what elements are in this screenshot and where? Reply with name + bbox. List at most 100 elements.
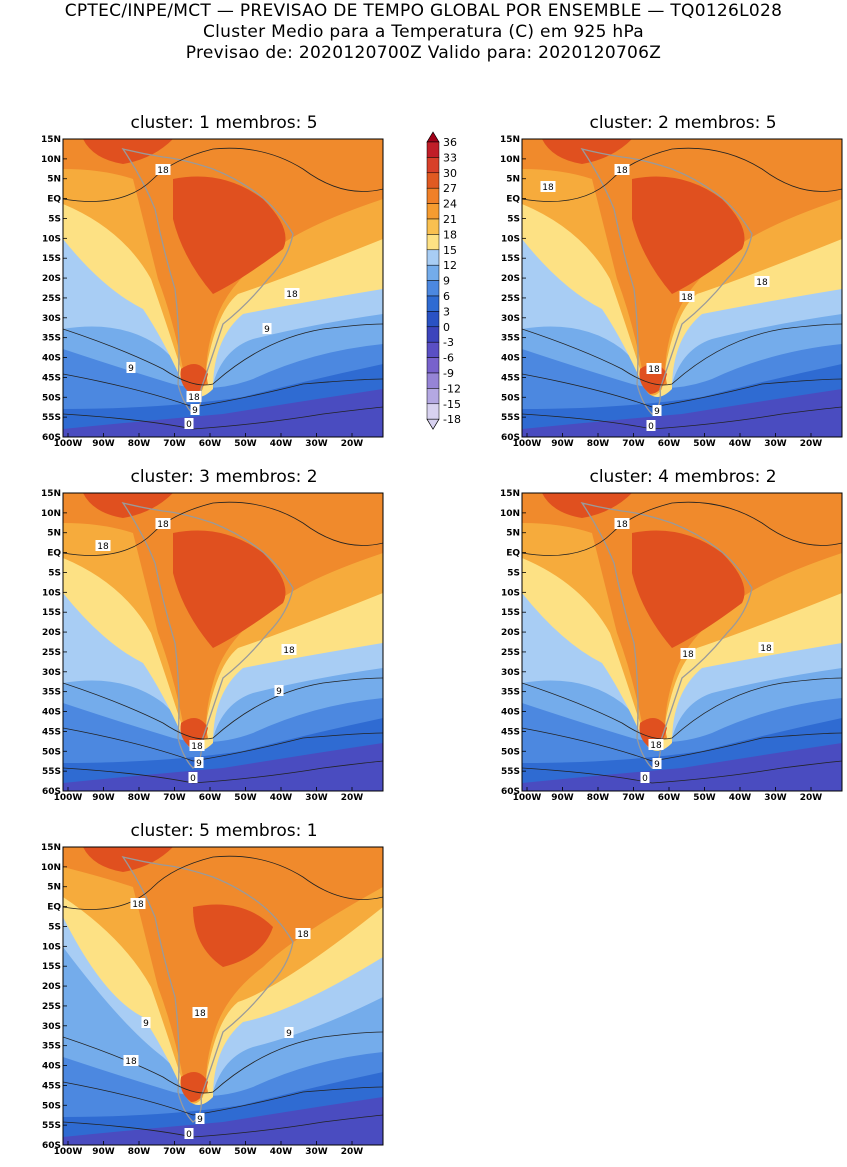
lat-tick-label: 25S <box>42 1002 61 1012</box>
panel-title-1: cluster: 1 membros: 5 <box>130 113 318 133</box>
lat-tick-label: 35S <box>501 688 520 698</box>
lat-tick-label: 25S <box>501 294 520 304</box>
lon-tick-label: 80W <box>587 439 610 449</box>
lat-tick-label: 10S <box>42 234 61 244</box>
colorbar-label: 12 <box>443 259 457 272</box>
lat-tick-label: 10S <box>501 234 520 244</box>
lon-tick-label: 70W <box>163 793 186 803</box>
lon-tick-label: 20W <box>800 439 823 449</box>
lat-tick-label: EQ <box>506 549 520 559</box>
colorbar-label: -9 <box>443 367 454 380</box>
header-line-2: Cluster Medio para a Temperatura (C) em … <box>202 22 645 42</box>
lat-tick-label: 55S <box>42 767 61 777</box>
lat-tick-label: 5S <box>48 568 61 578</box>
lat-tick-label: 50S <box>42 747 61 757</box>
lat-tick-label: 50S <box>42 393 61 403</box>
contour-label: 18 <box>681 293 693 303</box>
lat-tick-label: EQ <box>47 903 61 913</box>
contour-label: 0 <box>190 774 196 784</box>
colorbar-label: 36 <box>443 136 457 149</box>
lat-tick-label: 20S <box>42 982 61 992</box>
lon-tick-label: 70W <box>163 439 186 449</box>
lat-tick-label: 10N <box>500 155 520 165</box>
lon-tick-label: 100W <box>513 793 542 803</box>
lat-tick-label: 20S <box>501 628 520 638</box>
lat-tick-label: 10S <box>501 588 520 598</box>
lat-tick-label: 40S <box>42 1062 61 1072</box>
lat-tick-label: 10N <box>41 509 61 519</box>
lat-tick-label: 55S <box>501 767 520 777</box>
lon-tick-label: 40W <box>729 439 752 449</box>
contour-label: 18 <box>157 166 169 176</box>
contour-label: 18 <box>194 1009 206 1019</box>
lat-tick-label: 40S <box>501 354 520 364</box>
lon-tick-label: 90W <box>551 793 574 803</box>
lat-tick-label: EQ <box>47 195 61 205</box>
lon-tick-label: 100W <box>54 439 83 449</box>
lon-tick-label: 50W <box>234 1147 257 1157</box>
colorbar-label: -12 <box>443 382 461 395</box>
lon-tick-label: 90W <box>92 439 115 449</box>
contour-label: 18 <box>297 930 309 940</box>
lat-tick-label: 15N <box>41 843 61 853</box>
lon-tick-label: 70W <box>163 1147 186 1157</box>
lat-tick-label: 45S <box>501 373 520 383</box>
colorbar-label: 18 <box>443 228 457 241</box>
lon-tick-label: 40W <box>270 793 293 803</box>
lat-tick-label: 45S <box>42 1081 61 1091</box>
lat-tick-label: 40S <box>42 354 61 364</box>
lat-tick-label: 25S <box>501 648 520 658</box>
header-line-3: Previsao de: 2020120700Z Valido para: 20… <box>185 43 662 63</box>
lat-tick-label: 10N <box>500 509 520 519</box>
lat-tick-label: 45S <box>501 727 520 737</box>
lat-tick-label: 5S <box>48 922 61 932</box>
lat-tick-label: 15S <box>42 254 61 264</box>
colorbar-label: -15 <box>443 398 461 411</box>
lon-tick-label: 90W <box>92 793 115 803</box>
panel-title-3: cluster: 3 membros: 2 <box>130 467 318 487</box>
lat-tick-label: 40S <box>501 708 520 718</box>
lat-tick-label: 60S <box>42 1141 61 1151</box>
lon-tick-label: 60W <box>199 439 222 449</box>
colorbar-label: 24 <box>443 198 457 211</box>
lon-tick-label: 30W <box>764 793 787 803</box>
contour-label: 0 <box>642 774 648 784</box>
lat-tick-label: EQ <box>506 195 520 205</box>
lon-tick-label: 20W <box>341 793 364 803</box>
lon-tick-label: 30W <box>305 793 328 803</box>
lat-tick-label: 5S <box>48 214 61 224</box>
contour-label: 9 <box>197 1115 203 1125</box>
lat-tick-label: 5N <box>47 529 61 539</box>
lon-tick-label: 60W <box>199 1147 222 1157</box>
lon-tick-label: 20W <box>341 439 364 449</box>
lon-tick-label: 30W <box>764 439 787 449</box>
lon-tick-label: 60W <box>199 793 222 803</box>
lat-tick-label: 10N <box>41 155 61 165</box>
lat-tick-label: 20S <box>501 274 520 284</box>
lat-tick-label: 15N <box>500 135 520 145</box>
colorbar-label: 27 <box>443 182 457 195</box>
lat-tick-label: 40S <box>42 708 61 718</box>
lat-tick-label: 60S <box>42 787 61 797</box>
lat-tick-label: 35S <box>42 1042 61 1052</box>
lat-tick-label: 5N <box>47 175 61 185</box>
lon-tick-label: 90W <box>551 439 574 449</box>
lon-tick-label: 50W <box>693 793 716 803</box>
colorbar-label: 15 <box>443 244 457 257</box>
lat-tick-label: 5N <box>506 175 520 185</box>
contour-label: 9 <box>196 759 202 769</box>
contour-label: 18 <box>616 166 628 176</box>
panel-title-5: cluster: 5 membros: 1 <box>130 821 318 841</box>
lat-tick-label: 15S <box>42 962 61 972</box>
lat-tick-label: 50S <box>501 393 520 403</box>
lon-tick-label: 40W <box>729 793 752 803</box>
contour-label: 18 <box>616 520 628 530</box>
contour-label: 18 <box>132 900 144 910</box>
lat-tick-label: 30S <box>42 1022 61 1032</box>
lon-tick-label: 30W <box>305 439 328 449</box>
lon-tick-label: 40W <box>270 1147 293 1157</box>
lon-tick-label: 60W <box>658 793 681 803</box>
colorbar-label: 21 <box>443 213 457 226</box>
lat-tick-label: 15S <box>501 608 520 618</box>
